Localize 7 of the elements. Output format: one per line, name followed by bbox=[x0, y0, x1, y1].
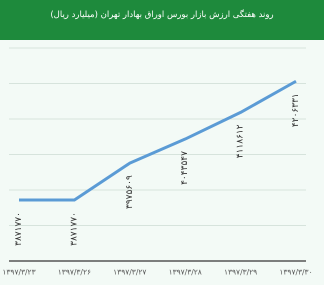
data-label: ۴۰۴۳۵۴۷ bbox=[180, 150, 190, 185]
data-label: ۳۸۷۱۷۷۰ bbox=[69, 212, 80, 246]
chart-title: روند هفتگی ارزش بازار بورس اوراق بهادار تهران (میلیارد ریال) bbox=[0, 0, 324, 40]
data-label: ۴۲۰۶۳۳۱ bbox=[291, 93, 301, 128]
data-label: ۴۱۱۸۶۱۲ bbox=[236, 124, 246, 158]
data-label: ۳۸۷۱۷۷۰ bbox=[14, 212, 24, 246]
data-label: ۳۹۷۵۶۰۹ bbox=[124, 175, 135, 210]
